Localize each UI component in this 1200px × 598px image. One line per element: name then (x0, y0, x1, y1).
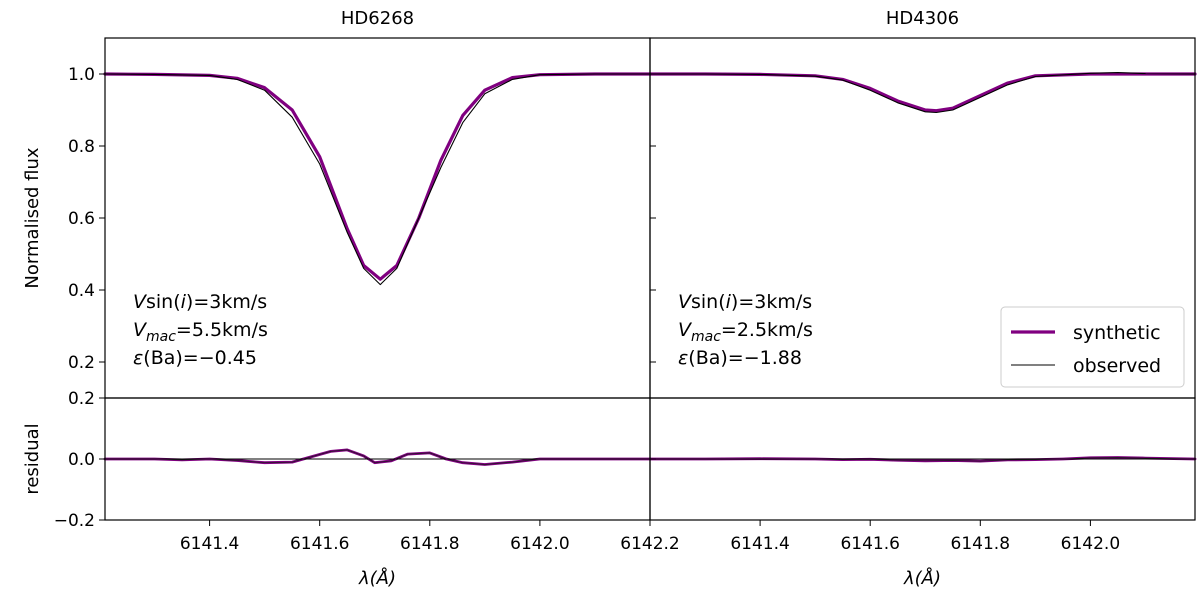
y-tick-label: 1.0 (68, 65, 95, 85)
parameter-annotation: Vmac=2.5km/s (678, 319, 813, 345)
x-tick-label: 6142.2 (620, 534, 679, 554)
y-tick-label: 0.2 (68, 353, 95, 373)
y-axis-label: Normalised flux (22, 147, 43, 288)
parameter-annotation: Vmac=5.5km/s (133, 319, 268, 345)
x-tick-label: 6142.0 (510, 534, 569, 554)
parameter-annotation: ε(Ba)=−1.88 (678, 347, 802, 369)
x-axis-label: λ(Å) (358, 567, 396, 589)
y-tick-label: 0.2 (68, 389, 95, 409)
y-axis-label: residual (22, 423, 43, 494)
y-tick-label: 0.4 (68, 281, 95, 301)
x-tick-label: 6142.0 (1061, 534, 1120, 554)
panel-title: HD4306 (886, 8, 959, 29)
axes-frame (104, 37, 651, 399)
x-axis-label: λ(Å) (903, 567, 941, 589)
y-tick-label: 0.6 (68, 209, 95, 229)
synthetic-series-line (648, 72, 1197, 113)
residual-overlay-line (650, 457, 1196, 462)
x-tick-label: 6141.6 (290, 534, 349, 554)
x-tick-label: 6141.4 (730, 534, 789, 554)
parameter-annotation: Vsin(i)=3km/s (678, 291, 812, 313)
observed-series-line (104, 73, 651, 286)
y-tick-label: −0.2 (54, 511, 95, 531)
axes-layer (99, 37, 1196, 526)
legend-label-synthetic: synthetic (1073, 322, 1161, 344)
x-tick-label: 6141.8 (400, 534, 459, 554)
series-layer (103, 72, 1197, 466)
observed-series-line (649, 72, 1196, 114)
y-tick-label: 0.8 (68, 137, 95, 157)
legend-box (1000, 306, 1185, 388)
parameter-annotation: ε(Ba)=−0.45 (133, 347, 257, 369)
x-tick-label: 6141.6 (840, 534, 899, 554)
text-layer: 0.2 0.4 0.6 0.8 1.0 HD6268 Normalised flux Vsin… (22, 8, 1161, 589)
synthetic-series-line (103, 72, 652, 281)
legend-label-observed: observed (1073, 355, 1161, 377)
panel-title: HD6268 (341, 8, 414, 29)
x-tick-label: 6141.4 (180, 534, 239, 554)
x-tick-label: 6141.8 (951, 534, 1010, 554)
parameter-annotation: Vsin(i)=3km/s (133, 291, 267, 313)
residual-overlay-line (105, 449, 650, 465)
y-tick-label: 0.0 (68, 450, 95, 470)
